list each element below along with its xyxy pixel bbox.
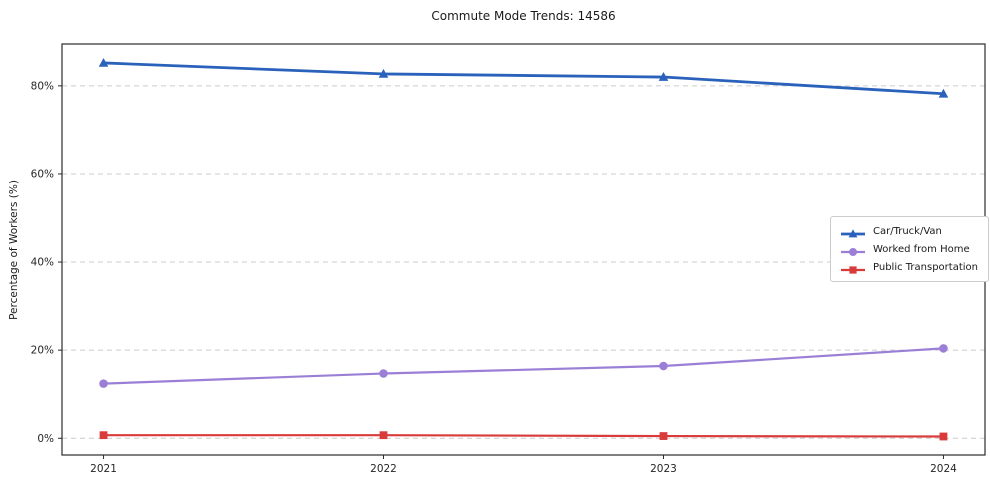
square-marker-public-transportation bbox=[659, 432, 668, 440]
y-tick-label: 60% bbox=[31, 168, 54, 180]
triangle-marker-car-truck-van bbox=[658, 72, 669, 81]
legend-label-worked-from-home: Worked from Home bbox=[873, 243, 970, 255]
y-tick-label: 20% bbox=[31, 345, 54, 357]
legend-item-worked-from-home: Worked from Home bbox=[840, 242, 978, 256]
circle-marker-worked-from-home bbox=[939, 344, 948, 353]
chart-title: Commute Mode Trends: 14586 bbox=[431, 9, 616, 23]
circle-marker-worked-from-home bbox=[99, 379, 108, 388]
y-tick-label: 40% bbox=[31, 257, 54, 269]
circle-icon bbox=[849, 248, 857, 256]
y-tick-label: 80% bbox=[31, 80, 54, 92]
triangle-marker-car-truck-van bbox=[938, 88, 949, 98]
x-tick-label: 2023 bbox=[650, 463, 677, 475]
legend: Car/Truck/Van Worked from Home Public Tr… bbox=[830, 216, 989, 282]
legend-label-car-truck-van: Car/Truck/Van bbox=[873, 225, 942, 237]
square-icon bbox=[849, 266, 857, 274]
x-tick-label: 2024 bbox=[930, 463, 957, 475]
triangle-marker-car-truck-van bbox=[378, 68, 389, 78]
legend-sample-svg bbox=[841, 266, 865, 274]
y-tick-label: 0% bbox=[37, 433, 54, 445]
triangle-marker-car-truck-van bbox=[98, 57, 109, 67]
series-line-public-transportation bbox=[102, 434, 945, 438]
square-marker-public-transportation bbox=[939, 432, 948, 441]
triangle-icon bbox=[848, 229, 858, 238]
legend-item-public-transportation: Public Transportation bbox=[840, 260, 978, 274]
series-car-truck-van bbox=[98, 57, 949, 98]
legend-label-public-transportation: Public Transportation bbox=[873, 261, 978, 273]
legend-sample-svg bbox=[841, 229, 865, 238]
legend-sample-svg bbox=[841, 248, 865, 256]
x-tick-label: 2022 bbox=[370, 463, 397, 475]
legend-item-car-truck-van: Car/Truck/Van bbox=[840, 224, 978, 238]
series-worked-from-home bbox=[99, 344, 948, 388]
circle-marker-worked-from-home bbox=[379, 369, 388, 378]
circle-marker-worked-from-home bbox=[659, 361, 668, 371]
legend-marker-public-transportation bbox=[840, 261, 866, 274]
legend-marker-car-truck-van bbox=[840, 225, 866, 238]
square-marker-public-transportation bbox=[379, 431, 388, 440]
legend-marker-worked-from-home bbox=[840, 243, 866, 256]
x-tick-label: 2021 bbox=[90, 463, 117, 475]
square-marker-public-transportation bbox=[99, 431, 108, 440]
series-public-transportation bbox=[99, 431, 948, 441]
series-line-car-truck-van bbox=[102, 61, 945, 96]
series-line-worked-from-home bbox=[102, 347, 945, 385]
